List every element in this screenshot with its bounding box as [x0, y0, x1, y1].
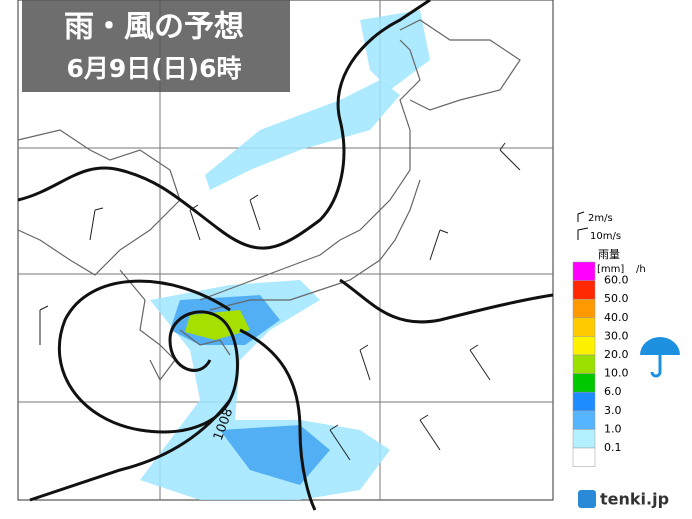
legend-level: 60.0 — [604, 274, 629, 287]
rain-legend-title: 雨量 — [598, 248, 620, 261]
legend-swatch — [572, 410, 596, 430]
legend-level: 30.0 — [604, 329, 629, 342]
legend-level: 50.0 — [604, 292, 629, 305]
map: 1008 雨・風の予想 6月9日(日)6時 — [17, 0, 554, 511]
umbrella-icon — [640, 337, 680, 378]
legend-level: 0.1 — [604, 441, 622, 454]
rain-legend-per: /h — [636, 264, 646, 275]
legend-level: 20.0 — [604, 348, 629, 361]
grid — [18, 0, 553, 500]
legend-level: 3.0 — [604, 404, 622, 417]
legend-swatch — [572, 447, 596, 467]
subtitle: 6月9日(日)6時 — [66, 54, 241, 83]
legend-swatch — [572, 298, 596, 319]
legend-swatch — [572, 317, 596, 337]
rain-legend: 雨量 [mm] /h 60.0 50.0 40.0 30.0 20.0 10.0 6.0 3.… — [572, 248, 646, 467]
legend-swatch — [572, 354, 596, 374]
brand-logo: tenki.jp — [600, 490, 669, 509]
legend-swatch — [572, 429, 596, 449]
isobars — [17, 0, 554, 511]
legend-level: 6.0 — [604, 385, 622, 398]
title-box — [22, 0, 290, 92]
title: 雨・風の予想 — [64, 10, 244, 45]
brand: tenki.jp — [578, 490, 669, 509]
wind-barbs — [39, 142, 521, 461]
legend-level: 10.0 — [604, 367, 629, 380]
legend-swatch — [572, 280, 596, 300]
wind-legend-small: 2m/s — [588, 213, 613, 224]
legend-swatch — [572, 261, 596, 281]
legend-swatch — [572, 336, 596, 356]
legend-swatch — [572, 373, 596, 393]
wind-legend-large: 10m/s — [590, 231, 621, 242]
wind-legend: 2m/s 10m/s — [577, 211, 621, 242]
coastlines — [17, 19, 521, 382]
legend-swatch — [572, 391, 596, 412]
rain — [140, 10, 430, 500]
legend-level: 1.0 — [604, 422, 622, 435]
rain-legend-unit: [mm] — [597, 264, 624, 275]
legend-level: 40.0 — [604, 311, 629, 324]
